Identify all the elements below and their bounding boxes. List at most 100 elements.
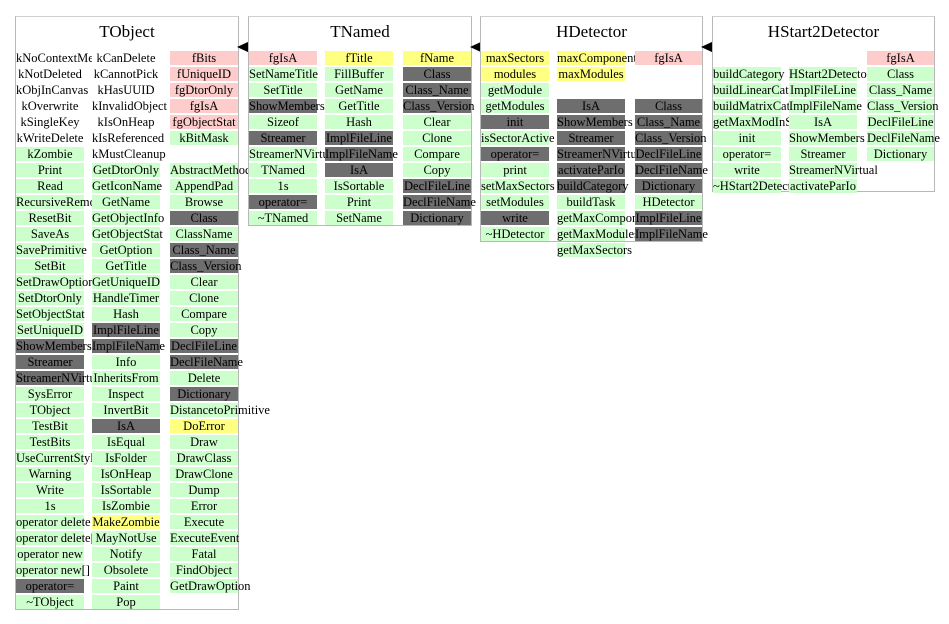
class-member: operator delete — [16, 515, 91, 529]
class-member: MayNotUse — [92, 531, 160, 545]
class-member: GetOption — [92, 243, 160, 257]
member-label: operator= — [258, 195, 308, 209]
class-member: DeclFileLine — [867, 115, 934, 129]
member-label: Delete — [187, 371, 221, 385]
class-member: ImplFileName — [92, 339, 165, 353]
member-label: Execute — [183, 515, 225, 529]
class-member: Notify — [92, 547, 160, 561]
member-label: Dictionary — [873, 147, 928, 161]
class-member: DeclFileLine — [403, 179, 471, 193]
class-member: Class — [403, 67, 471, 81]
class-member: Streamer — [16, 355, 84, 369]
member-label: IsEqual — [106, 435, 146, 449]
class-member: Compare — [170, 307, 238, 321]
class-member: kCanDelete — [92, 51, 160, 65]
member-label: Class_Name — [172, 243, 236, 257]
member-label: activateParIo — [558, 163, 624, 177]
member-label: SetObjectStat — [16, 307, 85, 321]
member-label: Streamer — [260, 131, 306, 145]
member-label: DeclFileLine — [171, 339, 237, 353]
class-member: RecursiveRemove — [16, 195, 108, 209]
member-label: fName — [419, 51, 454, 65]
member-label: InvertBit — [103, 403, 149, 417]
class-member: Warning — [16, 467, 84, 481]
member-label: DeclFileLine — [867, 115, 934, 129]
class-member: DeclFileName — [170, 355, 243, 369]
member-label: operator delete — [16, 515, 91, 529]
member-label: ~TObject — [26, 595, 74, 609]
member-label: Print — [346, 195, 372, 209]
member-label: RecursiveRemove — [16, 195, 108, 209]
class-member: fgIsA — [867, 51, 934, 65]
class-member: Clear — [170, 275, 238, 289]
member-label: ImplFileName — [789, 99, 862, 113]
member-label: fgObjectStat — [172, 115, 236, 129]
class-member: Delete — [170, 371, 238, 385]
member-label: kBitMask — [179, 131, 229, 145]
class-member: GetName — [92, 195, 160, 209]
member-label: GetName — [102, 195, 150, 209]
class-member: Class_Name — [867, 83, 934, 97]
class-member: fgDtorOnly — [170, 83, 238, 97]
member-label: Notify — [109, 547, 143, 561]
class-member: Execute — [170, 515, 238, 529]
class-member: fBits — [170, 51, 238, 65]
class-member: kInvalidObject — [92, 99, 167, 113]
class-member: HDetector — [635, 195, 702, 209]
member-label: write — [734, 163, 760, 177]
member-label: operator= — [25, 579, 75, 593]
member-label: ExecuteEvent — [170, 531, 240, 545]
class-member: TestBit — [16, 419, 84, 433]
member-label: HandleTimer — [92, 291, 160, 305]
member-label: Class_Version — [867, 99, 939, 113]
class-member: ExecuteEvent — [170, 531, 240, 545]
member-label: operator new — [17, 547, 83, 561]
class-member: ClassName — [170, 227, 238, 241]
member-label: SetDrawOption — [16, 275, 95, 289]
class-member: DeclFileLine — [635, 147, 702, 161]
member-label: IsSortable — [100, 483, 152, 497]
member-label: fgDtorOnly — [174, 83, 234, 97]
member-label: operator new[] — [16, 563, 90, 577]
class-member: getModules — [481, 99, 549, 113]
member-label: fUniqueID — [176, 67, 232, 81]
class-box-hstart2detector: HStart2Detector buildCategory buildLinear… — [712, 16, 940, 193]
member-label: kOverwrite — [21, 99, 79, 113]
class-member: Sizeof — [249, 115, 317, 129]
inheritance-arrow — [470, 41, 483, 53]
class-member: GetIconName — [92, 179, 162, 193]
member-label: StreamerNVirtual — [557, 147, 646, 161]
class-member: kNoContextMenu — [16, 51, 106, 65]
class-member — [557, 83, 625, 97]
class-member: DistancetoPrimitive — [170, 403, 270, 417]
member-label: ~HDetector — [485, 227, 545, 241]
member-label: IsA — [581, 99, 601, 113]
class-member: buildCategory — [713, 67, 785, 81]
class-member: print — [481, 163, 549, 177]
inheritance-arrow — [237, 41, 250, 53]
class-member: Compare — [403, 147, 471, 161]
class-member: StreamerNVirtual — [249, 147, 338, 161]
class-member: GetObjectInfo — [92, 211, 164, 225]
class-member: maxModules — [557, 67, 625, 81]
class-member: IsOnHeap — [92, 467, 160, 481]
member-label: IsA — [349, 163, 369, 177]
member-label: Class_Name — [405, 83, 469, 97]
member-label: SetName — [336, 211, 382, 225]
member-label: Pop — [116, 595, 136, 609]
inheritance-arrow — [701, 41, 714, 53]
class-member: Error — [170, 499, 238, 513]
class-member: InheritsFrom — [92, 371, 160, 385]
class-member: TestBits — [16, 435, 84, 449]
class-member: MakeZombie — [92, 515, 160, 529]
class-title-tnamed: TNamed — [330, 22, 390, 41]
member-label: Inspect — [107, 387, 145, 401]
member-label: Dictionary — [641, 179, 696, 193]
class-member: ShowMembers — [789, 131, 865, 145]
class-member — [789, 51, 857, 65]
member-label: GetOption — [99, 243, 153, 257]
member-label: Read — [37, 179, 63, 193]
member-label: fgIsA — [189, 99, 219, 113]
class-member: Draw — [170, 435, 238, 449]
member-label: Clear — [190, 275, 218, 289]
